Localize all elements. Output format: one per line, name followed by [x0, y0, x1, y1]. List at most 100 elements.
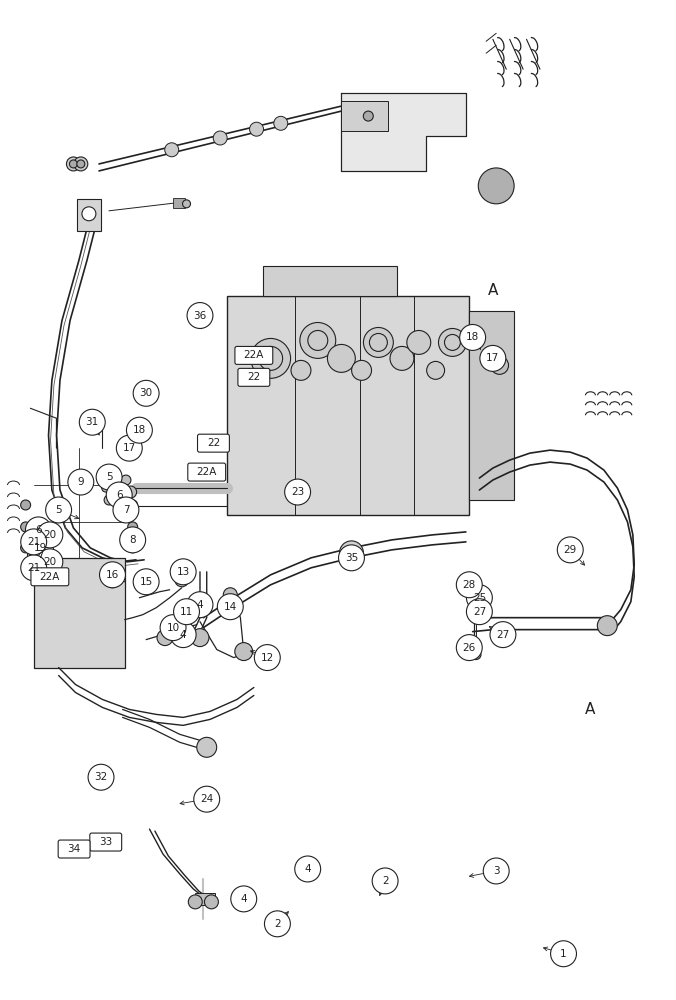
Circle shape [21, 555, 47, 581]
Circle shape [170, 623, 183, 637]
Text: 16: 16 [106, 570, 119, 580]
Circle shape [28, 535, 53, 561]
Circle shape [197, 737, 217, 757]
Circle shape [285, 479, 310, 505]
FancyBboxPatch shape [31, 568, 69, 586]
Circle shape [369, 333, 387, 351]
Circle shape [133, 569, 159, 595]
Circle shape [254, 645, 281, 671]
Text: 10: 10 [166, 623, 180, 633]
Circle shape [218, 594, 243, 620]
Circle shape [37, 549, 63, 575]
Polygon shape [341, 93, 466, 171]
Circle shape [187, 303, 213, 328]
Circle shape [30, 544, 38, 552]
Circle shape [119, 497, 129, 507]
Circle shape [37, 522, 63, 548]
Circle shape [70, 160, 78, 168]
Text: 22: 22 [247, 372, 260, 382]
Polygon shape [341, 101, 389, 131]
Bar [195, 893, 216, 905]
Circle shape [121, 475, 131, 485]
Circle shape [160, 615, 186, 641]
Circle shape [66, 157, 80, 171]
Text: 12: 12 [261, 653, 274, 663]
Text: 35: 35 [345, 553, 358, 563]
Circle shape [339, 545, 364, 571]
FancyBboxPatch shape [238, 368, 270, 386]
Text: 4: 4 [241, 894, 247, 904]
Circle shape [295, 856, 320, 882]
Circle shape [187, 592, 213, 618]
FancyBboxPatch shape [197, 434, 229, 452]
Text: 20: 20 [43, 530, 56, 540]
Circle shape [21, 522, 30, 532]
Circle shape [128, 500, 138, 510]
Circle shape [235, 643, 253, 661]
Circle shape [174, 599, 199, 625]
Circle shape [21, 529, 47, 555]
Text: 14: 14 [224, 602, 237, 612]
Circle shape [439, 328, 466, 356]
Circle shape [251, 338, 291, 378]
Circle shape [363, 111, 373, 121]
Circle shape [102, 484, 110, 492]
Circle shape [352, 360, 372, 380]
Text: 13: 13 [176, 567, 190, 577]
Circle shape [126, 417, 152, 443]
Text: 27: 27 [473, 607, 486, 617]
FancyBboxPatch shape [235, 346, 273, 364]
Text: 11: 11 [180, 607, 193, 617]
Circle shape [46, 497, 72, 523]
Circle shape [339, 541, 364, 565]
Bar [34, 558, 124, 668]
Circle shape [308, 330, 328, 350]
Circle shape [327, 344, 356, 372]
Bar [227, 296, 469, 515]
Text: 9: 9 [78, 477, 84, 487]
Text: 5: 5 [55, 505, 62, 515]
Circle shape [291, 360, 311, 380]
Circle shape [175, 573, 189, 587]
Text: 18: 18 [466, 332, 479, 342]
Circle shape [128, 522, 138, 532]
Circle shape [231, 886, 257, 912]
Circle shape [74, 157, 88, 171]
FancyBboxPatch shape [90, 833, 122, 851]
Circle shape [115, 506, 123, 514]
Text: 4: 4 [304, 864, 311, 874]
Text: 7: 7 [37, 550, 44, 560]
Circle shape [189, 895, 202, 909]
Circle shape [445, 334, 460, 350]
Text: 23: 23 [291, 487, 304, 497]
Text: 32: 32 [95, 772, 107, 782]
Circle shape [479, 168, 514, 204]
Circle shape [466, 585, 492, 611]
Text: 17: 17 [122, 443, 136, 453]
Circle shape [274, 116, 288, 130]
Circle shape [165, 143, 178, 157]
Text: 8: 8 [129, 535, 136, 545]
Text: A: A [585, 702, 596, 717]
Circle shape [557, 537, 583, 563]
Circle shape [183, 200, 191, 208]
Bar [77, 199, 101, 231]
Text: 7: 7 [122, 505, 129, 515]
Circle shape [26, 517, 51, 543]
Circle shape [79, 409, 105, 435]
Bar [174, 198, 185, 208]
Text: 25: 25 [473, 593, 486, 603]
Circle shape [223, 588, 237, 602]
Circle shape [28, 542, 53, 568]
Text: 4: 4 [197, 600, 203, 610]
Text: 17: 17 [486, 353, 500, 363]
Text: 1: 1 [560, 949, 567, 959]
Circle shape [550, 941, 577, 967]
Bar [469, 311, 514, 500]
Circle shape [364, 327, 393, 357]
Text: 20: 20 [43, 557, 56, 567]
Text: 30: 30 [139, 388, 153, 398]
Text: 2: 2 [382, 876, 389, 886]
Circle shape [249, 122, 264, 136]
Circle shape [213, 131, 227, 145]
